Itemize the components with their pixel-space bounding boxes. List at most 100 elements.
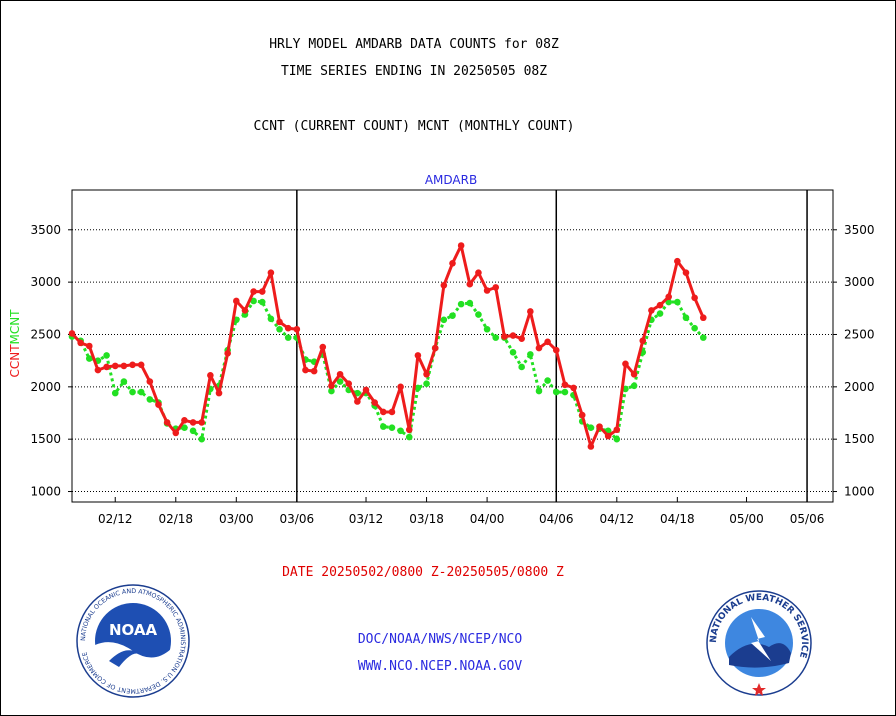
ccnt-point xyxy=(587,443,595,450)
ccnt-line xyxy=(70,244,705,448)
nws-logo: NATIONAL WEATHER SERVICE xyxy=(706,590,812,696)
mcnt-point xyxy=(276,325,283,333)
mcnt-point xyxy=(137,388,145,396)
ccnt-point xyxy=(466,280,474,288)
ccnt-point xyxy=(345,380,353,387)
website-url-text: WWW.NCO.NCEP.NOAA.GOV xyxy=(357,659,523,674)
x-tick-label: 02/18 xyxy=(158,512,193,526)
mcnt-point xyxy=(250,297,257,305)
y-tick-label-right: 2000 xyxy=(844,380,875,394)
mcnt-point xyxy=(518,363,525,371)
mcnt-point xyxy=(527,351,534,358)
mcnt-point xyxy=(189,427,197,435)
y-tick-label-left: 2000 xyxy=(30,380,61,394)
ccnt-point xyxy=(85,342,93,350)
ccnt-point xyxy=(699,314,707,322)
mcnt-point xyxy=(561,388,569,396)
ccnt-point xyxy=(388,408,396,416)
ccnt-point xyxy=(172,429,180,437)
ccnt-point xyxy=(284,324,292,332)
ccnt-point xyxy=(362,386,370,394)
mcnt-point xyxy=(656,310,664,317)
mcnt-point xyxy=(492,334,500,341)
mcnt-point xyxy=(587,424,595,431)
ccnt-point xyxy=(596,423,603,430)
mcnt-point xyxy=(258,298,266,306)
noaa-logo: NOAA NATIONAL OCEANIC AND ATMOSPHERIC AD… xyxy=(76,584,190,698)
ccnt-point xyxy=(483,287,491,294)
ccnt-point xyxy=(639,337,647,345)
mcnt-point xyxy=(85,355,93,362)
ccnt-point xyxy=(544,338,551,346)
mcnt-point xyxy=(483,325,491,333)
ccnt-point xyxy=(354,398,361,405)
ccnt-point xyxy=(189,419,197,426)
ccnt-point xyxy=(397,383,404,391)
series-lines xyxy=(68,242,707,450)
plot-area-border xyxy=(71,189,834,503)
ccnt-point xyxy=(674,257,681,265)
x-tick-label: 03/06 xyxy=(280,512,315,526)
mcnt-point xyxy=(198,435,206,443)
ccnt-point xyxy=(449,259,456,267)
y-tick-label-right: 1500 xyxy=(844,432,875,446)
x-tick-label: 03/18 xyxy=(409,512,444,526)
mcnt-point xyxy=(181,424,188,431)
ccnt-point xyxy=(682,269,690,277)
ccnt-point xyxy=(501,333,508,340)
mcnt-point xyxy=(129,388,136,396)
ccnt-point xyxy=(267,269,275,277)
ccnt-point xyxy=(622,360,629,368)
y-tick-label-left: 1000 xyxy=(30,485,61,499)
mcnt-point xyxy=(509,348,517,356)
mcnt-point xyxy=(397,427,404,435)
ccnt-point xyxy=(665,293,672,301)
y-axis-title-ccnt: CCNT xyxy=(8,344,22,378)
mcnt-point xyxy=(267,315,275,323)
ccnt-point xyxy=(561,381,569,389)
x-tick-label: 05/00 xyxy=(729,512,764,526)
ccnt-point xyxy=(241,307,249,314)
mcnt-point xyxy=(388,424,396,431)
ccnt-point xyxy=(207,372,214,379)
y-tick-label-left: 2500 xyxy=(30,327,61,341)
ccnt-point xyxy=(163,419,171,426)
ccnt-series xyxy=(68,242,707,450)
ccnt-point xyxy=(302,366,309,374)
mcnt-point xyxy=(535,387,543,395)
x-tick-label: 02/12 xyxy=(98,512,133,526)
grid-lines xyxy=(68,229,837,502)
ccnt-point xyxy=(293,325,301,333)
chart-title-line-2: TIME SERIES ENDING IN 20250505 08Z xyxy=(280,64,548,79)
mcnt-point xyxy=(120,378,128,385)
x-tick-label: 03/12 xyxy=(349,512,384,526)
y-tick-label-left: 1500 xyxy=(30,432,61,446)
ccnt-point xyxy=(224,350,231,357)
ccnt-point xyxy=(604,432,612,440)
mcnt-point xyxy=(449,312,456,319)
y-tick-labels: 1000 1000 1500 1500 2000 2000 2500 2500 3000 3000… xyxy=(30,223,874,499)
x-tick-label: 04/00 xyxy=(470,512,505,526)
ccnt-point xyxy=(518,335,525,342)
ccnt-point xyxy=(328,382,335,390)
mcnt-point xyxy=(457,300,465,308)
mcnt-point xyxy=(682,314,690,322)
mcnt-point xyxy=(630,382,638,390)
ccnt-point xyxy=(431,344,439,352)
noaa-logo-text: NOAA xyxy=(109,621,158,639)
series-legend-text: CCNT (CURRENT COUNT) MCNT (MONTHLY COUNT… xyxy=(253,119,575,134)
ccnt-point xyxy=(336,370,344,378)
ccnt-point xyxy=(380,408,387,416)
ccnt-point xyxy=(233,297,240,305)
org-text: DOC/NOAA/NWS/NCEP/NCO xyxy=(357,632,523,647)
ccnt-point xyxy=(648,307,655,314)
y-tick-label-left: 3500 xyxy=(30,223,61,237)
ccnt-point xyxy=(155,401,162,408)
y-tick-label-right: 3500 xyxy=(844,223,875,237)
mcnt-point xyxy=(103,352,110,359)
ccnt-point xyxy=(527,308,534,315)
ccnt-point xyxy=(120,362,128,370)
ccnt-point xyxy=(250,288,257,295)
mcnt-point xyxy=(691,324,698,332)
